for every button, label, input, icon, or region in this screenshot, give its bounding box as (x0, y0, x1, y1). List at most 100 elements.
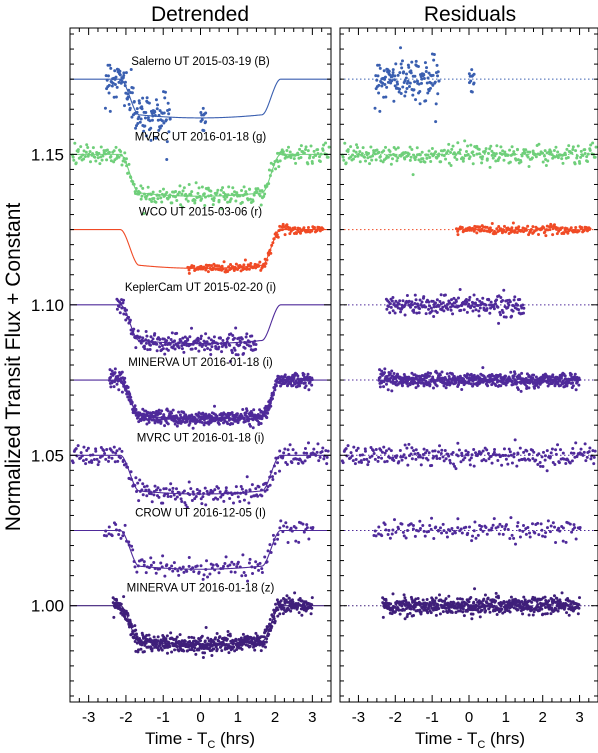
data-point (217, 198, 221, 202)
data-point (268, 618, 272, 622)
residual-point (554, 145, 558, 149)
data-point (243, 346, 247, 350)
dataset-label: MVRC UT 2016-01-18 (g) (135, 131, 267, 143)
data-point (271, 241, 275, 245)
data-point (285, 149, 289, 153)
data-point (298, 147, 302, 151)
residual-point (396, 156, 400, 160)
data-point (316, 148, 320, 152)
data-point (144, 417, 148, 421)
residual-point (389, 162, 393, 166)
data-point (183, 335, 187, 339)
data-point (141, 186, 145, 190)
data-point (140, 643, 144, 647)
residual-point (471, 612, 475, 616)
data-point (226, 336, 230, 340)
data-point (124, 462, 128, 466)
residual-point (496, 458, 500, 462)
data-point (246, 579, 250, 583)
data-point (126, 171, 130, 175)
data-point (138, 120, 142, 124)
residual-point (344, 447, 348, 451)
data-point (162, 337, 166, 341)
data-point (269, 404, 273, 408)
residual-point (414, 59, 418, 63)
data-point (197, 186, 201, 190)
residual-point (420, 150, 424, 154)
data-point (94, 447, 98, 451)
data-point (318, 155, 322, 159)
data-point (158, 126, 162, 130)
data-point (228, 497, 232, 500)
residual-point (516, 452, 520, 456)
residual-point (395, 80, 399, 84)
residual-point (578, 526, 582, 530)
residual-point (488, 303, 492, 307)
residual-point (425, 598, 429, 602)
residual-point (581, 453, 585, 457)
data-point (199, 111, 203, 115)
data-point (292, 376, 296, 380)
y-axis-label: Normalized Transit Flux + Constant (2, 203, 25, 532)
data-point (148, 119, 152, 123)
residual-point (526, 155, 530, 159)
residual-point (494, 599, 498, 603)
residual-point (542, 226, 546, 230)
residual-point (471, 534, 475, 538)
residual-point (537, 533, 541, 537)
residual-point (382, 149, 386, 153)
residual-point (427, 529, 431, 533)
data-point (131, 332, 135, 336)
data-point (105, 447, 109, 451)
residual-point (472, 153, 476, 157)
data-point (287, 452, 291, 456)
residual-point (424, 305, 428, 309)
data-point (160, 648, 164, 652)
residual-point (391, 456, 395, 460)
data-point (107, 150, 111, 154)
model-curve (70, 153, 331, 197)
data-point (285, 594, 289, 598)
residual-point (403, 79, 407, 83)
residual-point (441, 301, 445, 305)
residual-point (476, 533, 480, 537)
data-point (260, 494, 264, 498)
data-point (294, 539, 298, 543)
data-point (254, 560, 258, 564)
data-point (216, 188, 220, 192)
data-point (297, 611, 301, 615)
data-point (114, 145, 118, 149)
residual-point (458, 148, 462, 152)
residual-point (382, 445, 386, 449)
data-point (225, 340, 229, 344)
data-point (139, 341, 143, 345)
data-point (135, 632, 139, 636)
data-point (241, 490, 245, 494)
residual-point (502, 601, 506, 605)
data-point (241, 632, 245, 636)
residual-point (436, 70, 440, 74)
residual-point (397, 302, 401, 306)
data-point (109, 159, 113, 163)
residual-point (370, 158, 374, 162)
data-point (166, 348, 170, 352)
data-point (250, 334, 254, 338)
data-point (233, 570, 237, 574)
data-point (140, 488, 144, 492)
residual-point (531, 613, 535, 617)
residual-point (548, 603, 552, 607)
data-point (269, 251, 273, 255)
data-point (169, 482, 173, 486)
residual-point (423, 160, 427, 164)
data-point (197, 349, 201, 353)
data-point (153, 110, 157, 114)
residual-point (383, 371, 387, 375)
data-point (172, 561, 176, 565)
residual-point (574, 388, 578, 392)
data-point (257, 264, 261, 268)
residual-point (391, 309, 395, 313)
data-point (118, 447, 122, 451)
residual-point (522, 524, 526, 528)
data-point (171, 408, 175, 412)
residual-point (485, 448, 489, 452)
